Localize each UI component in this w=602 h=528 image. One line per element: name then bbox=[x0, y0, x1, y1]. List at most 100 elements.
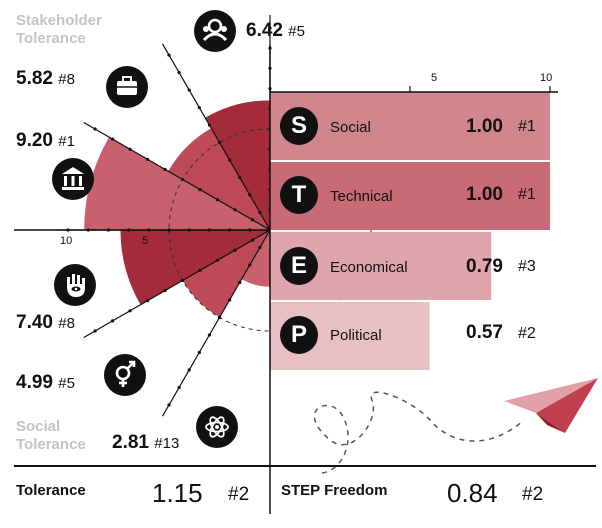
radial-tick-dot bbox=[250, 238, 255, 242]
radial-tick-dot bbox=[180, 278, 185, 283]
radial-axis-5 bbox=[161, 229, 271, 417]
radial-tick-dot bbox=[198, 268, 202, 272]
radial-tick-dot bbox=[233, 208, 237, 212]
radial-bar-chart bbox=[55, 15, 372, 417]
metric-hamsa-value: 7.40 bbox=[16, 312, 53, 333]
metric-group-rank: #5 bbox=[288, 23, 305, 40]
radial-axis-2 bbox=[83, 121, 271, 231]
step-badge-economical: E bbox=[280, 247, 318, 285]
paper-plane-illustration bbox=[313, 378, 598, 474]
radial-sector-hamsa-hand bbox=[120, 230, 271, 305]
radial-tick-dot bbox=[93, 329, 97, 333]
radial-tick-dot bbox=[128, 147, 132, 151]
bar-tick-5: 5 bbox=[431, 72, 438, 84]
metric-briefcase-value: 5.82 bbox=[16, 68, 53, 89]
radial-tick-5: 5 bbox=[142, 235, 149, 247]
radial-tick-dot bbox=[207, 333, 211, 337]
step-name-technical: Technical bbox=[330, 188, 393, 205]
radial-tick-dot bbox=[180, 177, 185, 182]
radial-tick-dot bbox=[215, 258, 220, 262]
metric-briefcase-rank: #8 bbox=[58, 71, 75, 88]
step-value-social: 1.00 bbox=[466, 116, 503, 137]
radial-tick-dot bbox=[197, 350, 201, 355]
radial-tick-dot bbox=[187, 88, 191, 92]
footer-step-freedom-value: 0.84 bbox=[447, 478, 498, 508]
step-rank-political: #2 bbox=[518, 325, 536, 342]
metric-atom-rank: #13 bbox=[154, 435, 180, 452]
radial-sector-atom bbox=[241, 230, 270, 287]
radial-tick-dot bbox=[177, 70, 181, 75]
metric-government: 9.20 #1 bbox=[16, 130, 75, 152]
radial-tick-dot bbox=[238, 280, 242, 285]
metric-gender: 4.99 #5 bbox=[16, 372, 75, 394]
radial-tick-dot bbox=[198, 188, 202, 192]
metric-hamsa: 7.40 #8 bbox=[16, 312, 75, 334]
radial-sector-government-building bbox=[84, 137, 270, 230]
radial-tick-dot bbox=[228, 158, 232, 162]
radial-tick-dot bbox=[145, 299, 150, 303]
radial-tick-dot bbox=[167, 53, 171, 57]
radial-tick-dot bbox=[258, 245, 262, 250]
footer-tolerance-rank: #2 bbox=[228, 484, 250, 505]
metric-government-rank: #1 bbox=[58, 133, 75, 150]
metric-briefcase: 5.82 #8 bbox=[16, 68, 75, 90]
step-rank-economical: #3 bbox=[518, 258, 536, 275]
radial-sector-gender-symbol bbox=[182, 230, 270, 318]
step-rank-technical: #1 bbox=[518, 186, 536, 203]
plane-fold bbox=[536, 413, 565, 433]
plane-wing-bottom bbox=[536, 378, 598, 433]
metric-gender-value: 4.99 bbox=[16, 372, 53, 393]
radial-tick-dot bbox=[163, 289, 167, 293]
radial-axis-1 bbox=[161, 43, 271, 231]
flight-path-dashes bbox=[313, 391, 525, 474]
footer-step-freedom-rank: #2 bbox=[522, 484, 544, 505]
metric-government-value: 9.20 bbox=[16, 130, 53, 151]
step-name-political: Political bbox=[330, 327, 382, 344]
radial-tick-dot bbox=[228, 298, 232, 302]
radial-tick-dot bbox=[248, 263, 252, 267]
radial-tick-dot bbox=[207, 123, 211, 127]
step-name-economical: Economical bbox=[330, 259, 408, 276]
metric-atom-value: 2.81 bbox=[112, 432, 149, 453]
radial-tick-dot bbox=[167, 403, 171, 407]
radial-tick-dot bbox=[268, 26, 272, 30]
gender-symbol-icon bbox=[104, 354, 146, 396]
radial-tick-dot bbox=[258, 210, 262, 215]
plane-wing-top bbox=[504, 378, 598, 413]
metric-group-value: 6.42 bbox=[246, 20, 283, 41]
metric-group: 6.42 #5 bbox=[246, 20, 305, 42]
radial-tick-dot bbox=[248, 193, 252, 197]
social-tolerance-line-1: Social bbox=[16, 418, 61, 435]
radial-tick-dot bbox=[233, 248, 237, 252]
radial-tick-dot bbox=[187, 368, 191, 372]
radial-tick-dot bbox=[163, 167, 167, 171]
briefcase-icon bbox=[106, 66, 148, 108]
radial-tick-dot bbox=[128, 309, 132, 313]
radial-axis-4 bbox=[83, 229, 271, 339]
radial-tick-dot bbox=[197, 105, 201, 110]
step-badge-social: S bbox=[280, 107, 318, 145]
radial-tick-dot bbox=[217, 315, 222, 320]
footer-tolerance-value: 1.15 bbox=[152, 478, 203, 508]
radial-tick-dot bbox=[177, 385, 181, 390]
stakeholder-tolerance-line-1: Stakeholder bbox=[16, 12, 102, 29]
radial-tick-dot bbox=[93, 127, 97, 131]
step-badge-political: P bbox=[280, 316, 318, 354]
atom-icon bbox=[196, 406, 238, 448]
chart-axes bbox=[14, 45, 596, 514]
radial-tick-dot bbox=[217, 140, 222, 145]
group-icon bbox=[194, 10, 236, 52]
radial-tick-dot bbox=[250, 218, 255, 222]
metric-hamsa-rank: #8 bbox=[58, 315, 75, 332]
step-name-social: Social bbox=[330, 119, 371, 136]
radial-tick-dot bbox=[145, 157, 150, 161]
step-value-technical: 1.00 bbox=[466, 184, 503, 205]
government-building-icon bbox=[52, 158, 94, 200]
footer-step-freedom-label: STEP Freedom bbox=[281, 482, 388, 499]
radial-sector-briefcase bbox=[168, 128, 270, 230]
radial-sector-group bbox=[205, 100, 270, 230]
radial-tick-dot bbox=[110, 319, 115, 323]
step-badge-technical: T bbox=[280, 176, 318, 214]
radial-tick-dot bbox=[215, 198, 220, 202]
